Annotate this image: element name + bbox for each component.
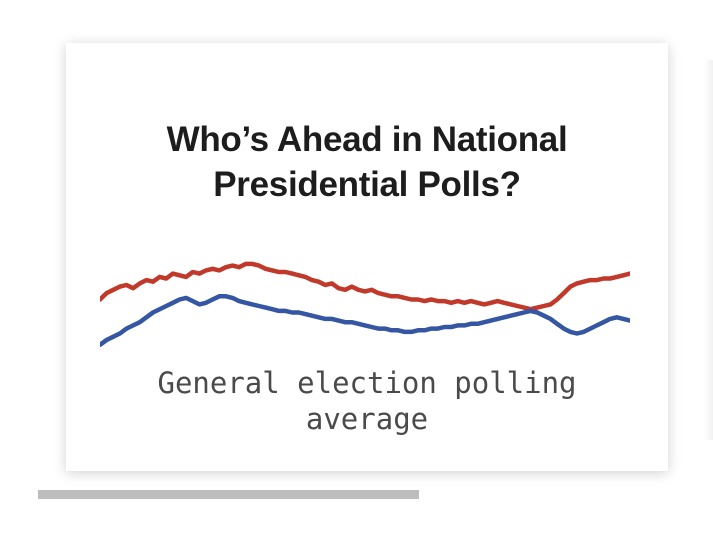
card-title: Who’s Ahead in National Presidential Pol… — [166, 120, 568, 204]
polling-line-chart — [100, 261, 630, 348]
horizontal-scrollbar[interactable] — [38, 490, 673, 499]
scrollbar-thumb[interactable] — [38, 490, 419, 499]
poll-tracker-card[interactable]: Who’s Ahead in National Presidential Pol… — [66, 43, 668, 471]
adjacent-panel-edge — [704, 60, 713, 440]
republican-poll-line — [100, 261, 630, 312]
card-subtitle: General election polling average — [157, 366, 577, 436]
democrat-poll-line — [100, 294, 630, 348]
